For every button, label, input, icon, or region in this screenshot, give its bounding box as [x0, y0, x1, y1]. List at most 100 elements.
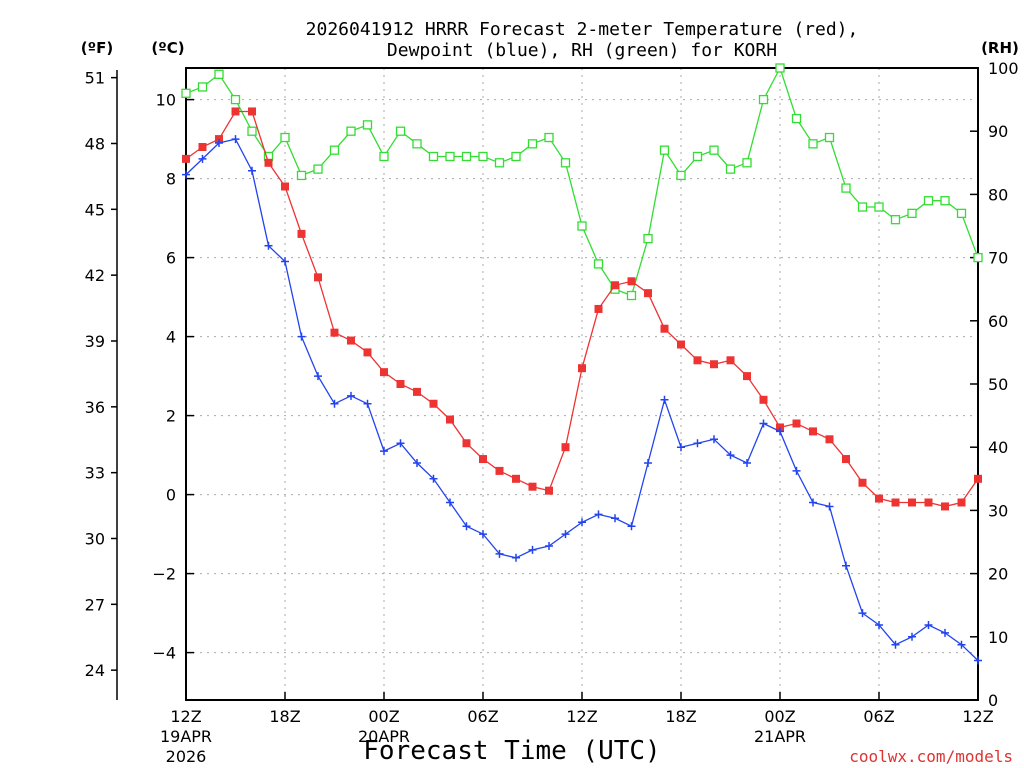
time-tick-label: 12Z — [566, 707, 597, 726]
rh-point — [280, 132, 290, 143]
dewpoint-point — [924, 620, 933, 629]
temperature-point — [363, 348, 372, 357]
rh-point — [775, 63, 785, 73]
temperature-point — [644, 289, 652, 298]
rh-tick-label: 70 — [988, 249, 1008, 268]
temperature-point — [825, 435, 834, 444]
fahrenheit-tick-label: 45 — [85, 200, 105, 219]
dewpoint-point — [858, 609, 867, 618]
dewpoint-point — [776, 427, 784, 436]
temperature-point — [528, 482, 537, 491]
dewpoint-point — [710, 435, 718, 444]
temperature-point — [512, 474, 520, 483]
dewpoint-point — [660, 395, 669, 404]
rh-point — [197, 82, 208, 92]
celsius-ticks: 10 8 6 4 2 0 −2 −4 — [152, 91, 194, 663]
x-axis-label: Forecast Time (UTC) — [363, 736, 660, 766]
dewpoint-point — [809, 498, 817, 507]
temperature-point — [726, 356, 735, 365]
rh-point — [362, 120, 373, 130]
temperature-point — [264, 158, 273, 167]
dewpoint-point — [561, 530, 570, 539]
dewpoint-point — [693, 439, 702, 448]
temperature-point — [479, 455, 487, 464]
rh-tick-label: 80 — [988, 185, 1008, 204]
rh-tick-label: 10 — [988, 628, 1008, 647]
rh-point — [544, 132, 554, 143]
series-rh — [181, 63, 983, 301]
temperature-point — [314, 273, 322, 282]
rh-tick-label: 40 — [988, 438, 1008, 457]
rh-point — [676, 170, 686, 181]
temperature-point — [908, 498, 916, 507]
rh-point — [478, 151, 488, 162]
temperature-point — [759, 395, 768, 404]
rh-point — [923, 196, 934, 206]
dewpoint-point — [347, 391, 355, 400]
time-tick-label: 00Z — [368, 707, 399, 726]
dewpoint-point — [429, 474, 438, 483]
temperature-point — [198, 143, 207, 151]
rh-point — [956, 208, 967, 219]
rh-point — [692, 151, 703, 162]
temperature-point — [611, 281, 619, 290]
rh-point — [181, 88, 191, 98]
temperature-point — [380, 368, 388, 377]
dewpoint-point — [594, 510, 603, 519]
fahrenheit-tick-label: 51 — [85, 69, 105, 88]
fahrenheit-tick-label: 48 — [85, 134, 105, 153]
dewpoint-point — [825, 502, 834, 511]
temperature-point — [842, 455, 850, 464]
rh-point — [230, 94, 241, 105]
dewpoint-point — [957, 640, 966, 649]
fahrenheit-tick-label: 42 — [85, 266, 105, 285]
dewpoint-point — [545, 541, 553, 550]
rh-point — [626, 290, 637, 301]
fahrenheit-tick-label: 36 — [85, 398, 105, 417]
dewpoint-point — [248, 166, 256, 175]
temperature-point — [182, 154, 190, 163]
rh-point — [527, 139, 538, 149]
celsius-tick-label: −4 — [152, 644, 176, 663]
temperature-point — [396, 380, 405, 388]
temperature-point — [693, 356, 702, 365]
rh-point — [709, 145, 719, 155]
temperature-point — [545, 486, 553, 495]
celsius-axis-label: (ºC) — [151, 39, 184, 57]
rh-tick-label: 0 — [988, 691, 998, 710]
dewpoint-point — [413, 459, 421, 467]
fahrenheit-tick-label: 33 — [85, 464, 105, 483]
dewpoint-point — [941, 628, 949, 637]
dewpoint-point — [759, 419, 768, 428]
fahrenheit-ticks: 51 48 45 42 39 36 33 30 27 24 — [85, 69, 117, 680]
time-tick-label: 12Z — [170, 707, 201, 726]
temperature-point — [297, 229, 306, 238]
rh-point — [791, 113, 802, 124]
rh-axis-label: (RH) — [981, 39, 1019, 57]
temperature-point — [627, 277, 636, 286]
series-temperature — [182, 107, 982, 511]
fahrenheit-tick-label: 24 — [85, 661, 105, 680]
temperature-point — [281, 182, 289, 191]
temperature-point — [231, 107, 240, 116]
rh-point — [379, 151, 389, 162]
rh-point — [725, 164, 736, 174]
rh-point — [940, 196, 950, 206]
dewpoint-point — [677, 443, 685, 452]
dewpoint-point — [578, 518, 586, 527]
rh-tick-label: 90 — [988, 122, 1008, 141]
temperature-point — [446, 415, 454, 424]
date-label: 21APR — [754, 727, 806, 746]
temperature-point — [330, 328, 339, 337]
time-tick-label: 06Z — [863, 707, 894, 726]
series-layer — [181, 63, 983, 665]
temperature-point — [660, 324, 669, 333]
dewpoint-point — [380, 447, 388, 456]
dewpoint-point — [215, 139, 223, 148]
temperature-point — [891, 498, 900, 507]
celsius-tick-label: 0 — [166, 486, 176, 505]
celsius-tick-label: 4 — [166, 328, 176, 347]
rh-point — [857, 202, 868, 212]
rh-point — [247, 126, 257, 136]
